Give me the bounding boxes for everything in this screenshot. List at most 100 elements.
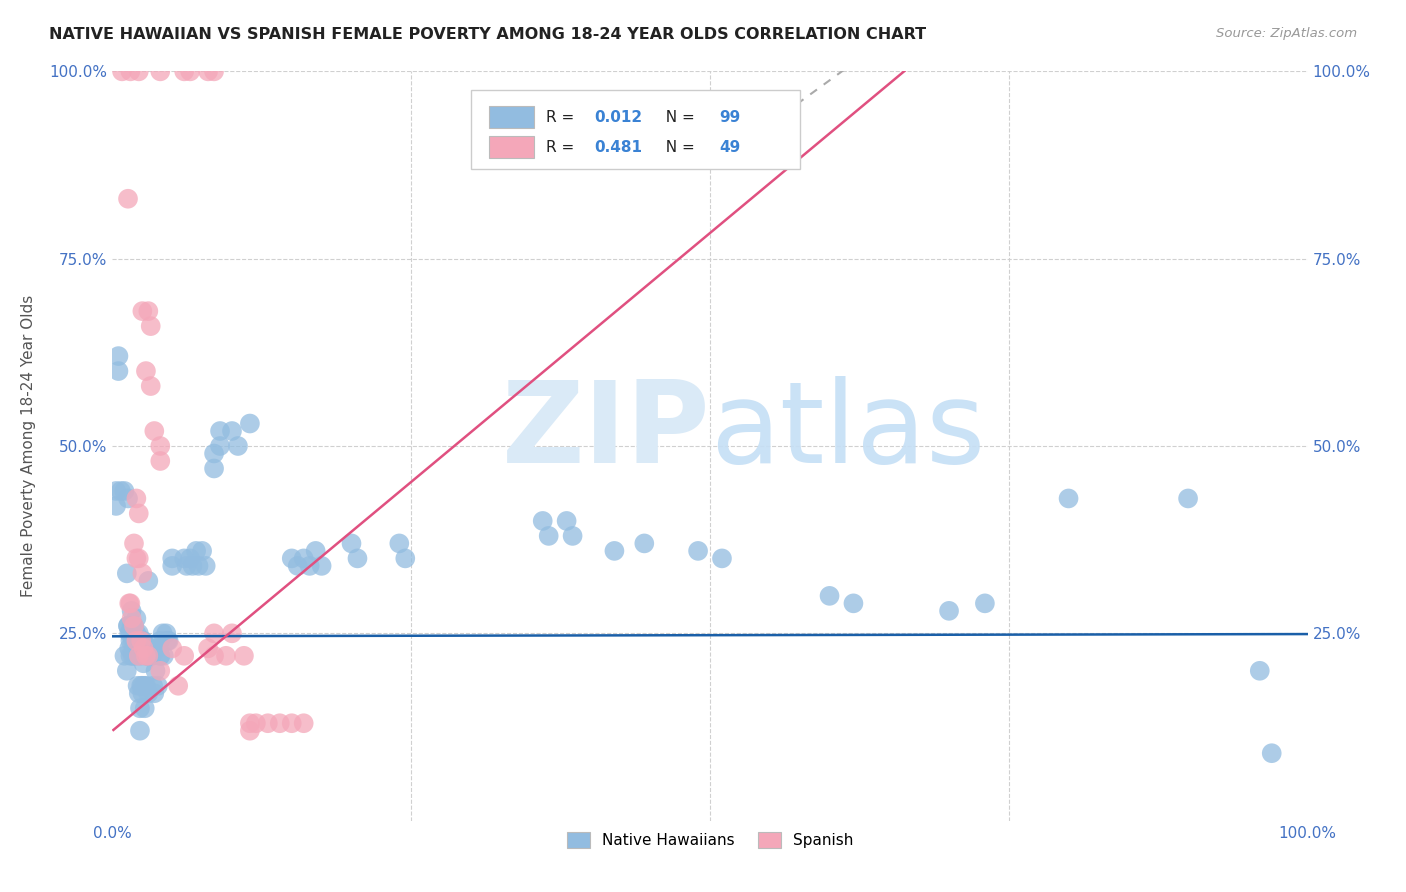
- Point: [118, 641, 141, 656]
- Point: [346, 551, 368, 566]
- Point: [149, 454, 172, 468]
- Point: [125, 633, 148, 648]
- Point: [146, 641, 169, 656]
- Point: [120, 626, 142, 640]
- Point: [141, 648, 163, 663]
- Point: [139, 379, 162, 393]
- Point: [173, 648, 195, 663]
- Point: [115, 566, 138, 581]
- Text: 49: 49: [720, 139, 741, 154]
- Point: [197, 641, 219, 656]
- Point: [202, 64, 225, 78]
- Text: N =: N =: [657, 139, 700, 154]
- Text: Source: ZipAtlas.com: Source: ZipAtlas.com: [1216, 27, 1357, 40]
- Point: [121, 633, 143, 648]
- Point: [117, 619, 139, 633]
- Point: [131, 679, 153, 693]
- Point: [132, 633, 155, 648]
- Point: [145, 664, 167, 678]
- Point: [209, 424, 232, 438]
- Point: [162, 551, 183, 566]
- Point: [1057, 491, 1080, 506]
- Point: [131, 566, 153, 581]
- Point: [561, 529, 583, 543]
- Point: [176, 558, 198, 573]
- Point: [149, 648, 172, 663]
- Point: [129, 633, 152, 648]
- Point: [157, 633, 180, 648]
- Point: [143, 424, 166, 438]
- Point: [117, 491, 139, 506]
- Point: [122, 536, 145, 550]
- Text: 0.012: 0.012: [595, 110, 643, 125]
- Point: [194, 558, 217, 573]
- Point: [132, 657, 155, 671]
- Point: [127, 679, 149, 693]
- Point: [974, 596, 997, 610]
- Point: [120, 633, 142, 648]
- Point: [209, 439, 232, 453]
- Point: [124, 633, 146, 648]
- Point: [134, 679, 156, 693]
- Point: [298, 558, 321, 573]
- Point: [187, 558, 209, 573]
- Text: ZIP: ZIP: [502, 376, 710, 486]
- Text: 99: 99: [720, 110, 741, 125]
- Point: [179, 551, 201, 566]
- Point: [125, 611, 148, 625]
- Point: [287, 558, 309, 573]
- Point: [118, 626, 141, 640]
- Point: [149, 633, 172, 648]
- Point: [128, 626, 150, 640]
- Point: [120, 596, 142, 610]
- Point: [221, 626, 243, 640]
- Point: [938, 604, 960, 618]
- Point: [311, 558, 333, 573]
- Point: [122, 619, 145, 633]
- Point: [388, 536, 411, 550]
- Point: [125, 551, 148, 566]
- Point: [114, 648, 135, 663]
- Point: [233, 648, 256, 663]
- Point: [152, 626, 174, 640]
- Point: [129, 701, 152, 715]
- Point: [138, 304, 160, 318]
- Point: [340, 536, 363, 550]
- Point: [117, 192, 139, 206]
- Point: [128, 507, 150, 521]
- Point: [167, 679, 190, 693]
- Point: [143, 686, 166, 700]
- Point: [131, 633, 153, 648]
- Point: [135, 648, 157, 663]
- Text: N =: N =: [657, 110, 700, 125]
- FancyBboxPatch shape: [489, 136, 534, 158]
- Point: [127, 641, 149, 656]
- Point: [129, 648, 152, 663]
- Point: [114, 483, 135, 498]
- Point: [107, 349, 129, 363]
- Legend: Native Hawaiians, Spanish: Native Hawaiians, Spanish: [561, 826, 859, 855]
- Point: [146, 679, 169, 693]
- Point: [292, 716, 315, 731]
- Point: [128, 551, 150, 566]
- FancyBboxPatch shape: [471, 90, 800, 169]
- Point: [122, 626, 145, 640]
- Point: [135, 679, 157, 693]
- Point: [138, 686, 160, 700]
- Point: [245, 716, 267, 731]
- Point: [215, 648, 238, 663]
- Point: [138, 574, 160, 588]
- Point: [239, 723, 262, 738]
- Point: [1261, 746, 1284, 760]
- Point: [132, 641, 155, 656]
- Point: [162, 558, 183, 573]
- Point: [120, 648, 142, 663]
- Point: [181, 558, 204, 573]
- Text: NATIVE HAWAIIAN VS SPANISH FEMALE POVERTY AMONG 18-24 YEAR OLDS CORRELATION CHAR: NATIVE HAWAIIAN VS SPANISH FEMALE POVERT…: [49, 27, 927, 42]
- Point: [111, 64, 134, 78]
- Point: [118, 596, 141, 610]
- Point: [531, 514, 554, 528]
- Text: atlas: atlas: [710, 376, 986, 486]
- Point: [221, 424, 243, 438]
- Point: [117, 619, 139, 633]
